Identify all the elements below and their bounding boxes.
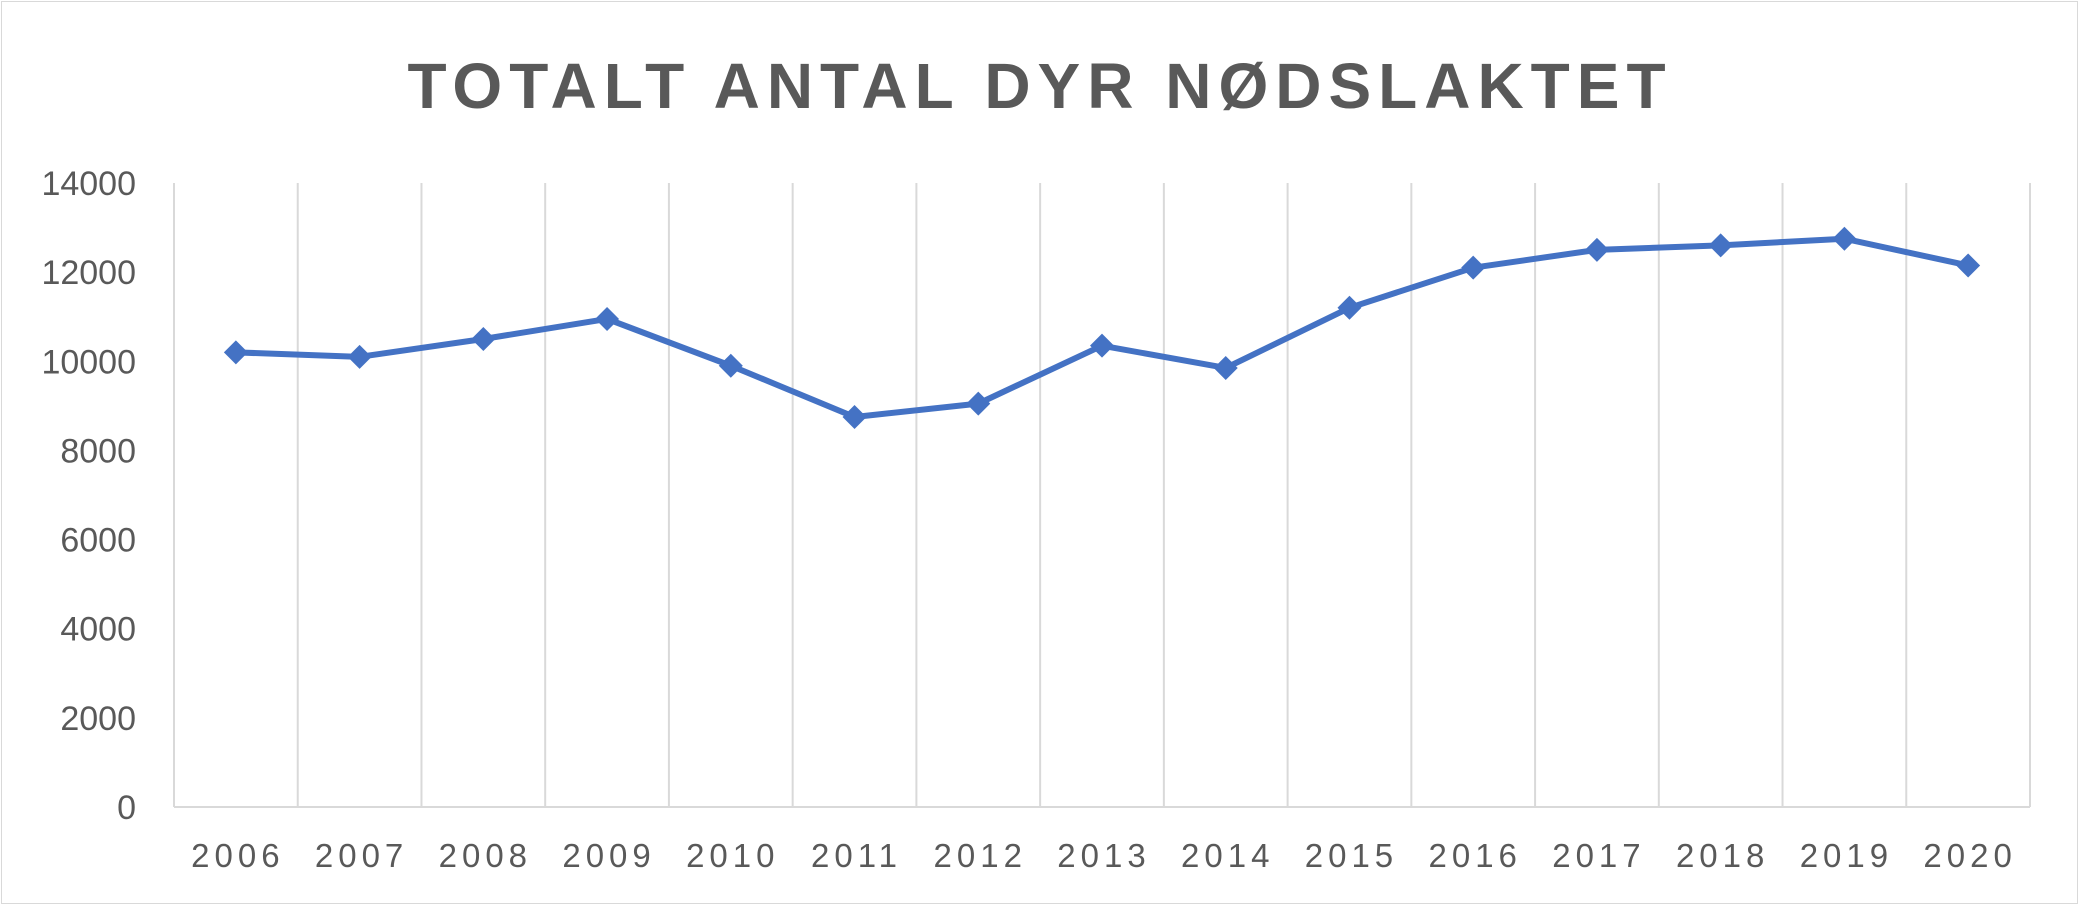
y-tick-label: 0: [117, 789, 136, 827]
x-tick-label: 2007: [315, 837, 408, 874]
x-tick-label: 2020: [1923, 837, 2016, 874]
x-tick-label: 2013: [1057, 837, 1150, 874]
data-point-marker: [347, 344, 372, 369]
y-tick-label: 14000: [41, 165, 136, 203]
data-point-marker: [1708, 233, 1733, 258]
y-tick-label: 4000: [60, 611, 136, 649]
data-point-marker: [1213, 355, 1238, 380]
y-tick-label: 6000: [60, 522, 136, 560]
x-axis-tick-labels: 2006 2007 2008 2009 2010 2011 2012 2013 2014 2015…: [191, 837, 2016, 874]
data-point-marker: [1832, 226, 1857, 251]
data-point-marker: [595, 306, 620, 331]
x-tick-label: 2016: [1428, 837, 1521, 874]
x-tick-label: 2019: [1800, 837, 1893, 874]
x-tick-label: 2006: [191, 837, 284, 874]
x-tick-label: 2012: [934, 837, 1027, 874]
data-point-marker: [1584, 237, 1609, 262]
x-tick-label: 2011: [811, 837, 902, 874]
y-tick-label: 2000: [60, 700, 136, 738]
data-point-marker: [842, 405, 867, 429]
x-tick-label: 2015: [1305, 837, 1398, 874]
x-tick-label: 2018: [1676, 837, 1769, 874]
data-point-marker: [1090, 333, 1114, 358]
y-axis-tick-labels: 0 2000 4000 6000 8000 10000 12000 14000: [41, 165, 136, 827]
x-tick-label: 2010: [686, 837, 779, 874]
x-tick-label: 2017: [1552, 837, 1645, 874]
x-tick-label: 2009: [562, 837, 655, 874]
y-tick-label: 8000: [60, 432, 136, 470]
y-tick-label: 12000: [41, 254, 136, 292]
data-point-marker: [1461, 255, 1486, 280]
chart-title: TOTALT ANTAL DYR NØDSLAKTET: [407, 50, 1672, 122]
x-tick-label: 2008: [439, 837, 532, 874]
series-line: [232, 235, 1972, 420]
x-tick-label: 2014: [1181, 837, 1274, 874]
data-point-marker: [966, 391, 991, 416]
series-layer: [223, 226, 1981, 429]
y-tick-label: 10000: [41, 343, 136, 381]
data-point-marker: [223, 340, 248, 365]
gridlines: [173, 183, 2031, 808]
data-point-marker: [1956, 253, 1981, 278]
data-point-marker: [1337, 295, 1362, 320]
data-point-marker: [471, 327, 496, 351]
data-point-marker: [718, 353, 743, 378]
